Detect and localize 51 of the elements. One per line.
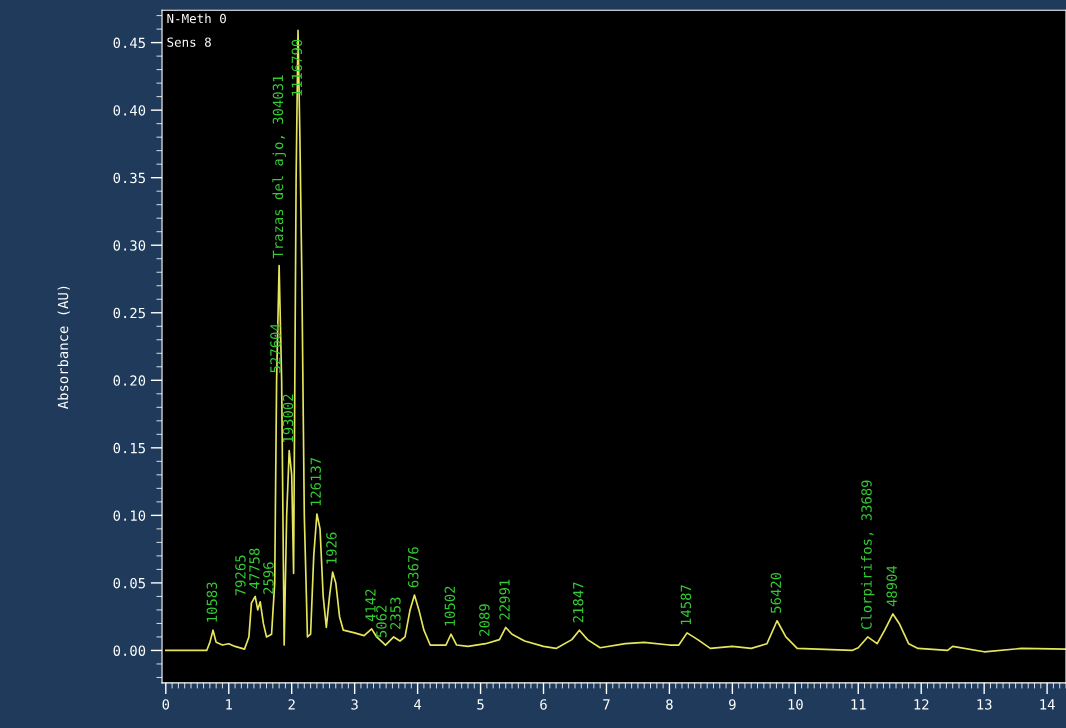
y-tick-label: 0.40 [113, 105, 146, 116]
annotation: N-Meth 0 [167, 13, 226, 24]
y-tick-label: 0.30 [113, 240, 146, 251]
annotation: 79265 [235, 555, 246, 596]
x-tick-label: 8 [666, 699, 673, 710]
y-tick-label: 0.45 [113, 37, 145, 49]
annotation: Sens 8 [167, 37, 211, 47]
x-tick-label: 11 [851, 699, 866, 710]
x-tick-label: 6 [540, 699, 547, 710]
annotation: Trazas del ajo, 304031 [272, 75, 286, 259]
annotation: 63676 [408, 547, 419, 588]
annotation: Clorpirifos, 33689 [860, 480, 875, 630]
x-tick-label: 5 [477, 699, 484, 710]
annotation: 193002 [282, 394, 294, 442]
y-tick-label: 0.00 [113, 645, 146, 656]
x-tick-label: 2 [288, 699, 295, 710]
annotation: 22991 [499, 579, 510, 620]
x-tick-label: 7 [603, 699, 610, 710]
x-tick-label: 4 [414, 699, 422, 710]
x-tick-label: 12 [914, 699, 929, 710]
x-tick-label: 0 [162, 699, 170, 710]
annotation: 2353 [390, 597, 401, 629]
x-tick-label: 10 [788, 699, 803, 710]
y-tick-label: 0.35 [113, 172, 145, 184]
annotation: 1116790 [291, 39, 303, 96]
annotation: 1926 [326, 532, 337, 564]
annotation: 4142 [365, 589, 376, 622]
annotation: 47758 [249, 548, 260, 589]
annotation: 126137 [310, 457, 321, 506]
annotation: 10502 [444, 586, 456, 626]
x-tick-label: 9 [729, 699, 736, 710]
annotation: 14587 [680, 585, 692, 625]
y-tick-label: 0.15 [113, 442, 145, 454]
y-tick-label: 0.20 [113, 375, 146, 386]
annotation: 527604 [270, 323, 281, 373]
x-tick-label: 1 [226, 699, 232, 710]
annotation: 21847 [572, 582, 584, 623]
annotation: 5062 [376, 605, 387, 638]
x-tick-label: 13 [977, 699, 992, 710]
y-tick-label: 0.05 [113, 577, 145, 589]
annotation: 2596 [263, 562, 274, 594]
y-tick-label: 0.25 [113, 307, 145, 319]
x-tick-label: 14 [1040, 699, 1055, 710]
line-series [164, 29, 1066, 653]
annotation: 10583 [206, 582, 218, 622]
annotation: 2089 [479, 604, 490, 636]
annotation: 56420 [770, 572, 782, 613]
x-tick-label: 3 [351, 699, 358, 710]
y-axis-title: Absorbance (AU) [57, 286, 70, 409]
y-tick-label: 0.10 [113, 510, 146, 521]
annotation: 48904 [886, 565, 897, 607]
